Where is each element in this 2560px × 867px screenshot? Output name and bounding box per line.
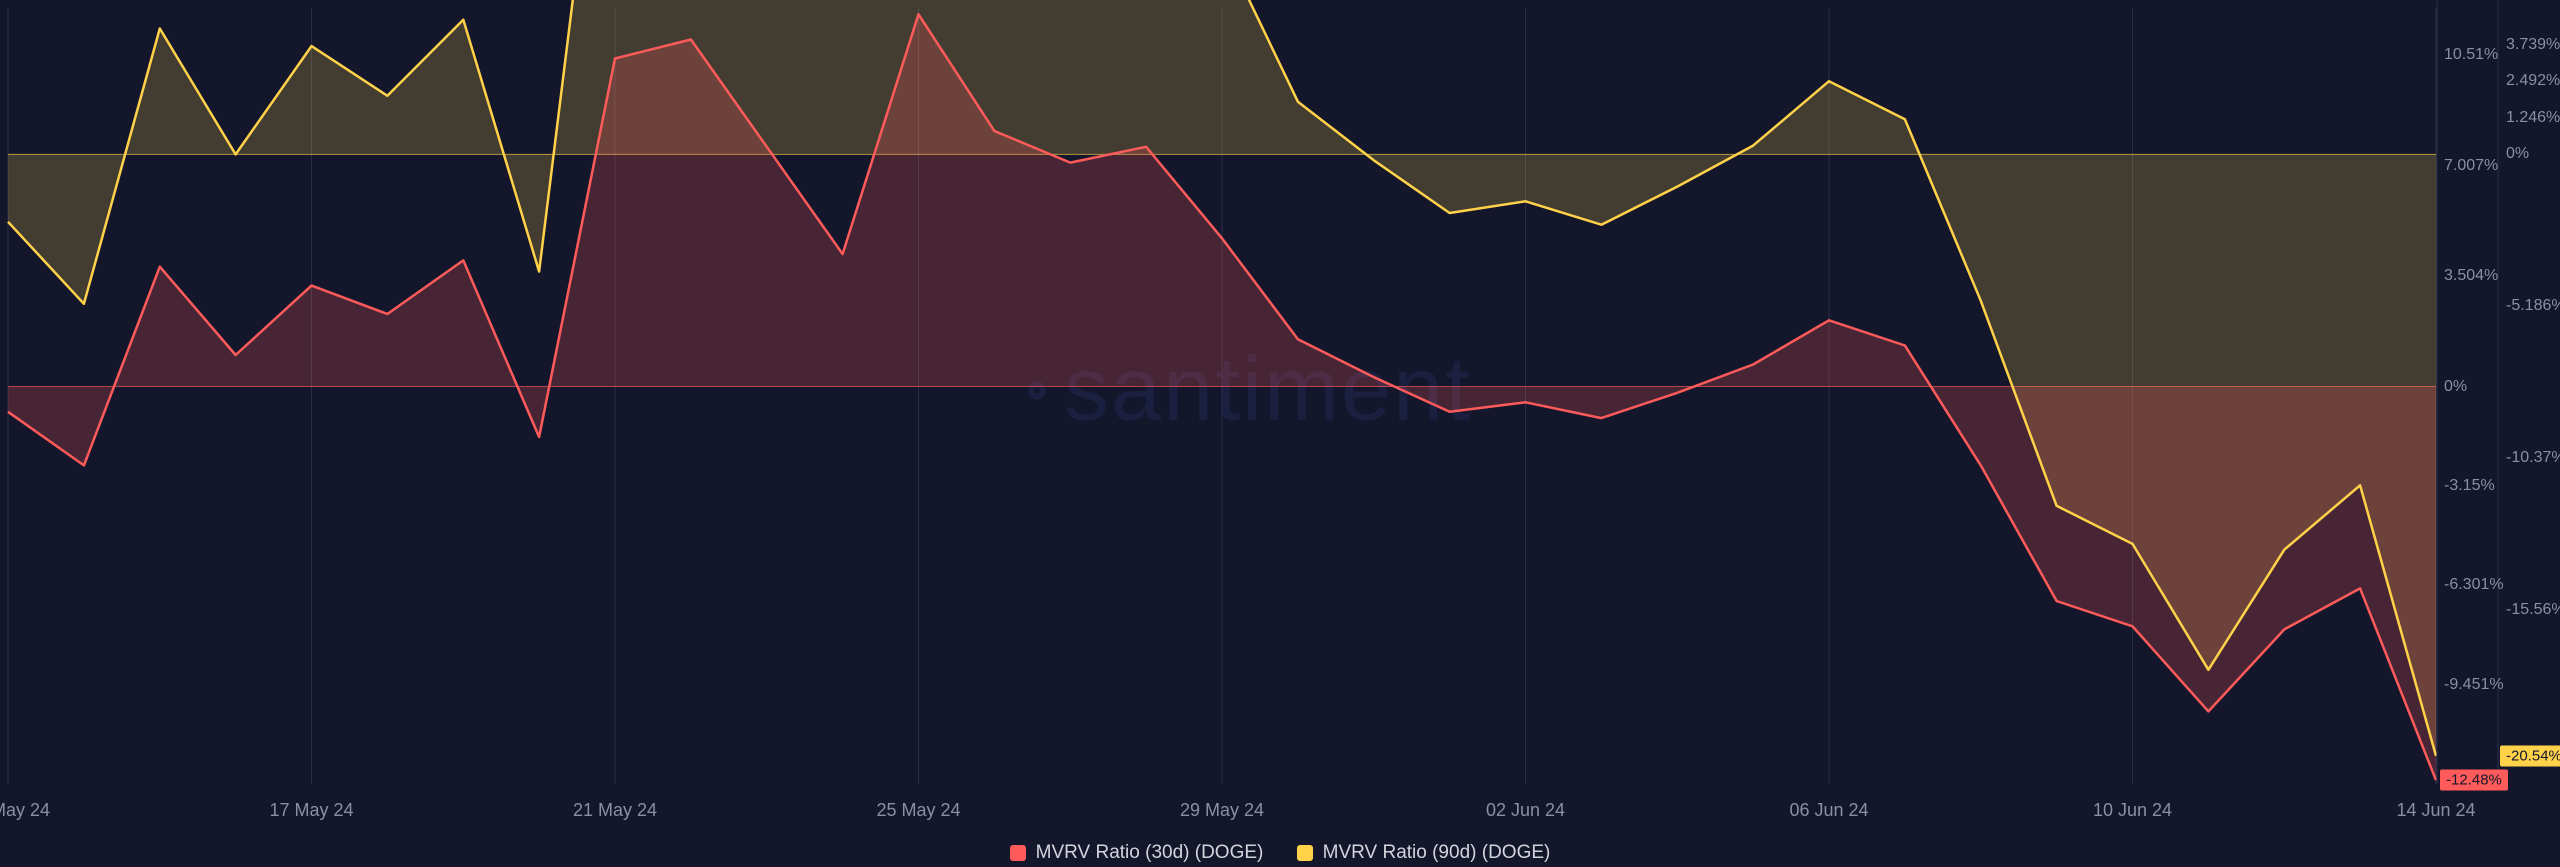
y-right-tick-label: 3.739%: [2506, 36, 2560, 54]
end-value-badge-90d: -20.54%: [2500, 745, 2560, 766]
y-left-tick-label: 0%: [2444, 378, 2467, 396]
legend-swatch-90d: [1297, 845, 1313, 861]
y-left-tick-label: 3.504%: [2444, 267, 2498, 285]
x-tick-label: 10 Jun 24: [2093, 800, 2172, 821]
legend-swatch-30d: [1010, 845, 1026, 861]
y-right-tick-label: -10.37%: [2506, 449, 2560, 467]
legend-label-30d: MVRV Ratio (30d) (DOGE): [1036, 842, 1264, 864]
legend: MVRV Ratio (30d) (DOGE) MVRV Ratio (90d)…: [0, 842, 2560, 867]
end-value-badge-30d: -12.48%: [2440, 770, 2508, 791]
x-tick-label: 13 May 24: [0, 800, 50, 821]
legend-label-90d: MVRV Ratio (90d) (DOGE): [1323, 842, 1551, 864]
x-tick-label: 06 Jun 24: [1789, 800, 1868, 821]
legend-item-30d[interactable]: MVRV Ratio (30d) (DOGE): [1010, 842, 1264, 864]
y-right-tick-label: -5.186%: [2506, 297, 2560, 315]
y-left-tick-label: 10.51%: [2444, 46, 2498, 64]
y-left-tick-label: 7.007%: [2444, 157, 2498, 175]
x-tick-label: 21 May 24: [573, 800, 657, 821]
x-tick-label: 29 May 24: [1180, 800, 1264, 821]
y-left-tick-label: -3.15%: [2444, 477, 2495, 495]
x-tick-label: 25 May 24: [876, 800, 960, 821]
y-left-tick-label: -6.301%: [2444, 576, 2504, 594]
x-tick-label: 02 Jun 24: [1486, 800, 1565, 821]
x-tick-label: 17 May 24: [269, 800, 353, 821]
y-right-tick-label: -15.56%: [2506, 601, 2560, 619]
y-right-tick-label: 2.492%: [2506, 72, 2560, 90]
y-right-tick-label: 1.246%: [2506, 109, 2560, 127]
legend-item-90d[interactable]: MVRV Ratio (90d) (DOGE): [1297, 842, 1551, 864]
chart-svg[interactable]: [0, 0, 2560, 867]
chart-container: santiment MVRV Ratio (30d) (DOGE) MVRV R…: [0, 0, 2560, 867]
y-left-tick-label: -9.451%: [2444, 676, 2504, 694]
x-tick-label: 14 Jun 24: [2396, 800, 2475, 821]
y-right-tick-label: 0%: [2506, 145, 2529, 163]
